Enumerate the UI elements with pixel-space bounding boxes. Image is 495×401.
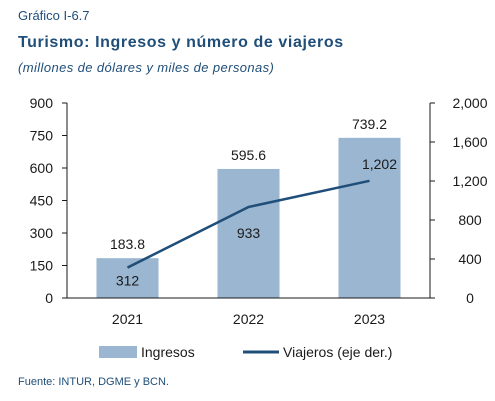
bar — [217, 168, 280, 298]
left-tick-label: 150 — [30, 258, 54, 274]
left-y-axis: 0 150 300 450 600 750 900 — [30, 95, 68, 306]
legend-label-ingresos: Ingresos — [141, 344, 195, 360]
left-tick-label: 600 — [30, 160, 54, 176]
right-tick-label: 400 — [458, 251, 482, 267]
legend-swatch-ingresos — [99, 346, 137, 358]
x-category-label: 2021 — [112, 311, 143, 327]
bar-data-label: 595.6 — [231, 147, 266, 163]
line-series-viajeros: 312 933 1,202 — [116, 156, 397, 289]
chart-title: Turismo: Ingresos y número de viajeros — [18, 34, 344, 51]
right-y-axis: 0 400 800 1,200 1,600 2,000 — [429, 95, 488, 306]
line-data-label: 933 — [237, 225, 261, 241]
x-category-label: 2023 — [354, 311, 385, 327]
legend-label-viajeros: Viajeros (eje der.) — [283, 344, 392, 360]
left-tick-label: 300 — [30, 225, 54, 241]
bar — [338, 137, 401, 298]
bar — [96, 258, 159, 298]
right-tick-label: 2,000 — [452, 95, 487, 111]
line-data-label: 1,202 — [362, 156, 397, 172]
x-category-label: 2022 — [233, 311, 264, 327]
right-tick-label: 0 — [466, 290, 474, 306]
line-data-label: 312 — [116, 273, 140, 289]
x-axis: 2021 2022 2023 — [67, 297, 430, 327]
right-tick-label: 800 — [458, 212, 482, 228]
left-tick-label: 750 — [30, 128, 54, 144]
bar-series-ingresos: 183.8 595.6 739.2 — [96, 116, 401, 298]
right-tick-label: 1,200 — [452, 173, 487, 189]
legend: Ingresos Viajeros (eje der.) — [99, 344, 392, 360]
chart-subtitle: (millones de dólares y miles de personas… — [18, 60, 275, 75]
left-tick-label: 900 — [30, 95, 54, 111]
right-tick-label: 1,600 — [452, 134, 487, 150]
chart-kicker: Gráfico I-6.7 — [18, 8, 90, 23]
left-tick-label: 0 — [45, 290, 53, 306]
bar-data-label: 739.2 — [352, 116, 387, 132]
bar-data-label: 183.8 — [110, 236, 145, 252]
left-tick-label: 450 — [30, 193, 54, 209]
source-note: Fuente: INTUR, DGME y BCN. — [18, 376, 169, 388]
